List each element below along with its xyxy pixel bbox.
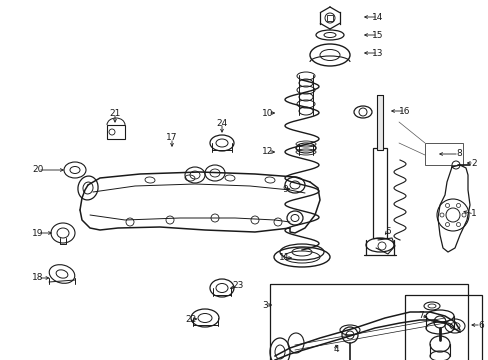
Bar — [404, 295, 481, 360]
Bar — [424, 143, 462, 165]
Text: 2: 2 — [470, 158, 476, 167]
Bar — [107, 125, 125, 139]
Text: 13: 13 — [371, 49, 383, 58]
Text: 10: 10 — [262, 108, 273, 117]
Text: 5: 5 — [385, 226, 390, 235]
Text: 21: 21 — [109, 108, 121, 117]
Text: 7: 7 — [417, 311, 423, 320]
Text: 6: 6 — [477, 320, 483, 329]
Text: 17: 17 — [166, 134, 177, 143]
Text: 12: 12 — [262, 148, 273, 157]
Text: 9: 9 — [282, 184, 287, 194]
Bar — [376, 95, 382, 150]
Text: 14: 14 — [371, 13, 383, 22]
Text: 16: 16 — [398, 107, 410, 116]
Text: 15: 15 — [371, 31, 383, 40]
Text: 20: 20 — [32, 166, 43, 175]
Text: 3: 3 — [262, 301, 267, 310]
Text: 22: 22 — [185, 315, 196, 324]
Text: 11: 11 — [279, 253, 290, 262]
Text: 4: 4 — [332, 346, 338, 355]
Text: 1: 1 — [470, 210, 476, 219]
Text: 19: 19 — [32, 229, 43, 238]
Text: 8: 8 — [455, 149, 461, 158]
Text: 24: 24 — [216, 118, 227, 127]
Text: 18: 18 — [32, 274, 43, 283]
Text: 23: 23 — [232, 282, 243, 291]
Bar — [326, 15, 332, 21]
Bar — [269, 284, 467, 360]
Bar — [372, 148, 386, 238]
